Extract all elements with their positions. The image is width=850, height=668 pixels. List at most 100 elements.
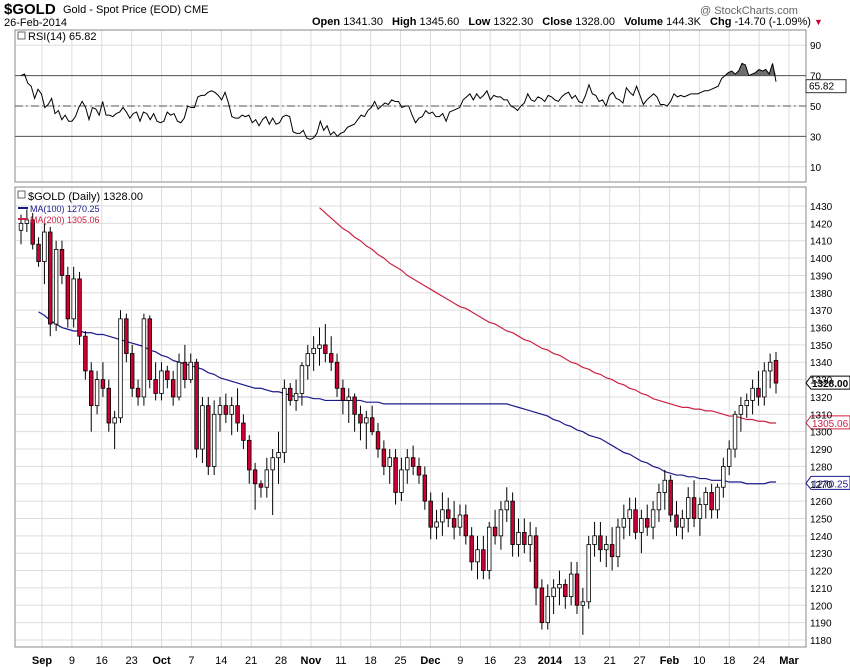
candle xyxy=(492,509,498,545)
candle-body xyxy=(446,509,451,519)
candle xyxy=(762,362,767,406)
candle xyxy=(744,393,749,418)
candle xyxy=(53,240,59,331)
candle xyxy=(317,327,322,366)
price-y-tick-label: 1340 xyxy=(810,358,833,369)
candle xyxy=(369,405,375,436)
candle-body xyxy=(650,509,656,528)
candle xyxy=(621,504,627,540)
candle-body xyxy=(217,405,223,415)
candle xyxy=(258,480,264,498)
candle-body xyxy=(311,347,316,354)
candle-body xyxy=(510,500,515,545)
candle xyxy=(639,509,644,554)
candle xyxy=(645,504,650,536)
candle xyxy=(129,344,135,397)
candle xyxy=(235,388,240,432)
x-tick-label: 21 xyxy=(245,655,257,667)
price-y-tick-label: 1250 xyxy=(810,514,833,525)
candle xyxy=(463,504,469,545)
candle-body xyxy=(317,344,322,349)
candle xyxy=(533,527,539,606)
candle-body xyxy=(674,514,679,528)
price-y-tick-label: 1310 xyxy=(810,410,833,421)
exchange-name: CME xyxy=(184,4,209,16)
candle-body xyxy=(282,387,287,453)
high-value: 1345.60 xyxy=(419,16,460,28)
candle xyxy=(481,535,486,580)
candle xyxy=(691,480,697,528)
candle xyxy=(188,353,193,384)
candle-body xyxy=(568,573,574,597)
x-tick-label: 21 xyxy=(604,655,616,667)
price-y-tick-label: 1190 xyxy=(810,619,832,630)
candle-body xyxy=(159,370,164,394)
candle-body xyxy=(129,353,135,389)
rsi-line xyxy=(20,62,777,140)
candle xyxy=(217,396,223,432)
x-tick-label: Mar xyxy=(779,655,799,667)
candle-body xyxy=(738,405,744,415)
candle xyxy=(94,370,100,415)
x-tick-label: 18 xyxy=(723,655,735,667)
candle xyxy=(252,462,258,510)
rsi-y-tick-label: 30 xyxy=(810,132,822,143)
candle-body xyxy=(668,479,673,516)
candle-body xyxy=(422,474,428,502)
price-y-tick-label: 1360 xyxy=(810,324,833,335)
candle xyxy=(381,440,387,476)
candle-body xyxy=(65,275,71,320)
candle-body xyxy=(527,535,533,545)
candle-body xyxy=(165,370,170,381)
x-tick-label: 11 xyxy=(335,655,346,667)
candle-body xyxy=(364,417,369,424)
candle xyxy=(434,509,439,540)
candle xyxy=(334,353,340,397)
candle xyxy=(135,379,141,406)
candle xyxy=(498,501,504,550)
candle-body xyxy=(89,370,94,407)
x-tick-label: Feb xyxy=(660,655,680,667)
candle xyxy=(446,497,451,528)
candle-body xyxy=(410,457,416,467)
candle-body xyxy=(563,584,568,597)
candle-body xyxy=(176,361,182,398)
candle xyxy=(510,492,515,557)
x-tick-label: 10 xyxy=(693,655,705,667)
candle xyxy=(399,457,404,502)
change-label: Chg xyxy=(710,16,732,28)
candle-body xyxy=(481,549,486,571)
candle-body xyxy=(492,526,498,537)
candle xyxy=(176,353,182,401)
candle-body xyxy=(305,353,310,367)
ma100-last-value: 1270.25 xyxy=(812,479,849,490)
candle xyxy=(522,518,527,554)
candle-body xyxy=(206,405,211,467)
candle xyxy=(750,379,755,415)
change-value: -14.70 (-1.09%) xyxy=(734,16,811,28)
candle-body xyxy=(539,587,545,624)
candle xyxy=(592,521,597,557)
rsi-y-tick-label: 90 xyxy=(810,41,822,52)
candle-body xyxy=(750,387,755,401)
candle xyxy=(241,414,246,450)
candle-body xyxy=(194,361,199,450)
candle xyxy=(83,330,88,380)
close-value: 1328.00 xyxy=(575,16,616,28)
candle xyxy=(469,527,474,571)
candle xyxy=(328,336,334,371)
candle xyxy=(77,271,82,345)
candle xyxy=(211,400,217,476)
candle-body xyxy=(773,360,779,384)
candle-body xyxy=(293,393,299,401)
candle-body xyxy=(697,504,703,519)
candle-body xyxy=(633,509,638,533)
ma100-last-tag xyxy=(805,475,850,490)
chart-description: Gold - Spot Price (EOD) CME xyxy=(63,4,209,16)
candle xyxy=(323,324,328,363)
ma100-line xyxy=(38,311,776,485)
candle xyxy=(580,587,586,635)
candle xyxy=(147,315,152,389)
candle xyxy=(288,383,293,406)
